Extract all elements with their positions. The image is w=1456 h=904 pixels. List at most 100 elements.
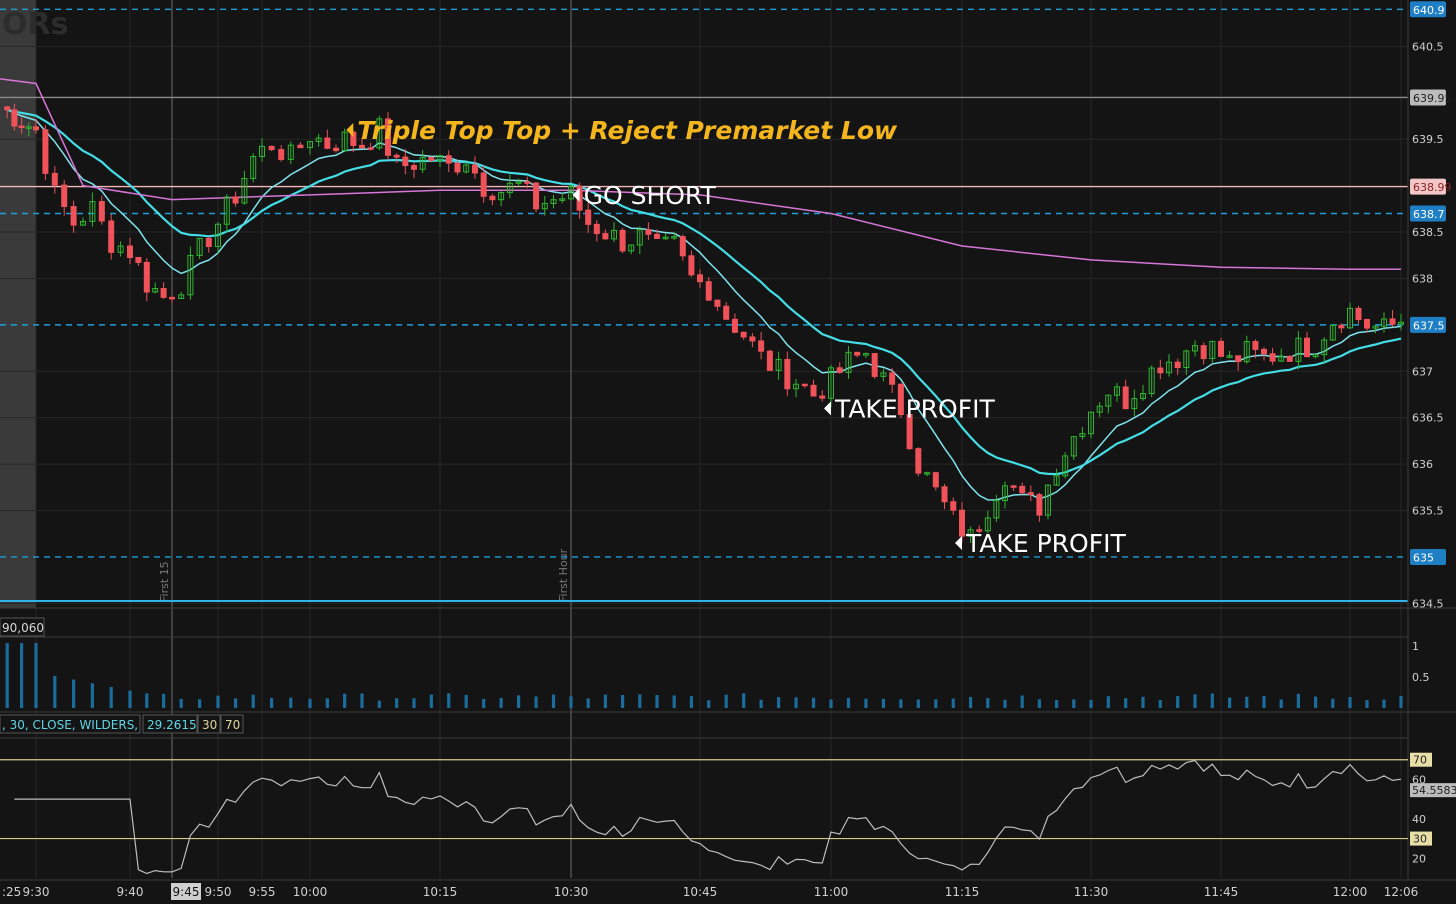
time-tick: 12:06 (1384, 885, 1419, 899)
candle-body (324, 137, 331, 149)
volume-bar (179, 698, 183, 708)
level-badge (1410, 178, 1446, 195)
candle-body (1209, 340, 1216, 360)
volume-bar (655, 695, 659, 708)
candle-body (819, 395, 826, 399)
candle-body (241, 177, 248, 204)
candle-body (1261, 348, 1267, 355)
volume-bar (90, 683, 94, 708)
volume-bar (551, 694, 556, 708)
time-tick: 11:30 (1074, 885, 1109, 899)
price-tick: 638.5 (1412, 226, 1444, 239)
volume-tick: 0.5 (1412, 671, 1430, 684)
price-tick: 640.5 (1412, 40, 1444, 53)
premarket-shading (0, 0, 36, 608)
candle-body (1235, 355, 1242, 363)
annotation-marker (346, 122, 354, 137)
candle-body (223, 196, 230, 225)
time-tick: 11:45 (1204, 885, 1239, 899)
candle-body (33, 126, 39, 131)
candle-body (628, 244, 635, 252)
candle-body (98, 201, 105, 222)
watermark-text: ORs (2, 7, 68, 42)
annotations: Triple Top Top + Reject Premarket Low GO … (346, 116, 1126, 558)
candle-body (671, 236, 678, 239)
candle-body (784, 358, 791, 390)
candle-body (541, 202, 548, 210)
volume-bar (759, 699, 763, 708)
candle-body (959, 509, 965, 537)
candle-body (1053, 475, 1060, 486)
volume-bar (1003, 699, 1007, 708)
candle-body (976, 529, 983, 532)
candle-body (871, 353, 878, 377)
time-tick: 11:00 (814, 885, 849, 899)
rsi-upper-box (220, 714, 244, 734)
candle-body (489, 195, 496, 201)
time-tick: 10:15 (423, 885, 458, 899)
rsi-tick: 40 (1412, 813, 1426, 826)
volume-bar (1331, 698, 1335, 708)
level-badge (1410, 316, 1446, 333)
candle-body (89, 201, 96, 222)
candle-body (1148, 367, 1155, 395)
volume-bar (638, 694, 642, 708)
volume-bar (198, 699, 202, 708)
candle-body (1398, 321, 1404, 325)
candle-body (402, 156, 409, 167)
candle-body (1226, 355, 1233, 358)
level-badge (1410, 89, 1446, 106)
rsi-value: 29.2615 (147, 718, 197, 732)
volume-bar (742, 693, 746, 708)
volume-bar (1228, 697, 1232, 708)
price-levels: 640.9 639.95 638.99 638.7 637.5 635 (0, 1, 1452, 602)
candle-body (498, 192, 505, 201)
candle-body (1166, 361, 1172, 374)
candle-body (550, 199, 557, 204)
candle-body (749, 336, 756, 342)
volume-bar (794, 697, 798, 708)
volume-bar (325, 698, 329, 708)
candle-body (775, 358, 782, 371)
volume-bar (707, 700, 711, 708)
candle-body (941, 486, 948, 503)
rsi-tick: 20 (1412, 852, 1426, 865)
candle-body (714, 299, 721, 307)
candle-body (889, 372, 896, 385)
volume-bar (986, 698, 990, 708)
price-tick: 639.5 (1412, 133, 1444, 146)
axes: :25 9:30 9:40 9:45 9:50 9:55 10:00 10:15 10:30 10… (2, 40, 1444, 900)
candle-body (1045, 484, 1051, 516)
candle-body (1372, 325, 1379, 329)
candle-body (1364, 318, 1370, 329)
candle-body (705, 281, 712, 301)
time-tick: 12:00 (1333, 885, 1368, 899)
candle-body (836, 367, 843, 373)
candle-body (25, 126, 32, 129)
volume-bar (724, 694, 728, 708)
candle-body (268, 145, 275, 151)
volume-bar (20, 643, 24, 708)
volume-bar (499, 698, 503, 708)
candle-body (593, 223, 600, 235)
candle-body (524, 181, 531, 184)
time-tick: :25 (2, 885, 21, 899)
time-tick: 9:45 (173, 885, 200, 899)
time-tick: 10:30 (554, 885, 589, 899)
rsi-value-box (142, 714, 198, 734)
candle-body (1036, 494, 1043, 516)
candle-body (801, 383, 808, 387)
volume-bar (517, 695, 521, 708)
volume-bar (1158, 700, 1162, 708)
candle-body (480, 172, 487, 197)
candle-body (428, 156, 435, 161)
candle-body (1278, 355, 1285, 362)
volume-bar (1262, 695, 1266, 708)
volume-bar (412, 698, 416, 708)
moving-averages (0, 78, 1402, 501)
candle-body (196, 237, 203, 256)
candle-body (1131, 398, 1138, 410)
rsi-value-badge-label: 54.5583 (1412, 784, 1456, 797)
